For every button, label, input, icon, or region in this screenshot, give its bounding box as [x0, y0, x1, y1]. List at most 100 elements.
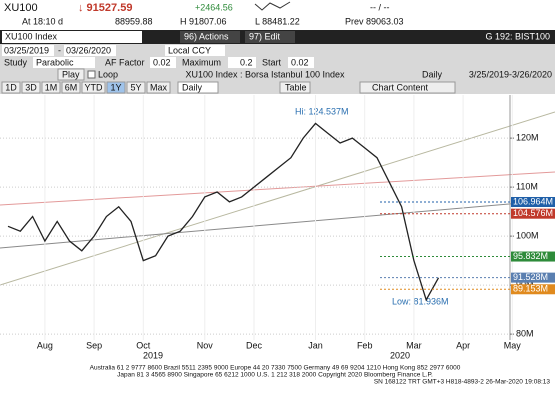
af-label: AF Factor — [105, 57, 145, 67]
x-tick-label: Aug — [37, 340, 53, 350]
x-tick-label: Dec — [246, 340, 263, 350]
frequency: Daily — [182, 82, 203, 92]
y-tick-label: 80M — [516, 328, 534, 338]
annotation-low: Low: 81.936M — [392, 296, 449, 306]
x-tick-label: Oct — [136, 340, 151, 350]
play-button[interactable] — [57, 68, 85, 81]
price-tag-label: 89.153M — [513, 284, 548, 294]
low: L 88481.22 — [255, 16, 300, 26]
price-tag — [511, 251, 555, 262]
currency: Local CCY — [168, 45, 211, 55]
loop: Loop — [98, 69, 118, 79]
max-input[interactable] — [228, 57, 256, 68]
start-date: 03/25/2019 — [4, 45, 49, 55]
x-tick-label: Sep — [86, 340, 102, 350]
edit: 97) Edit — [249, 31, 281, 41]
annotation-high: Hi: 124.537M — [295, 106, 349, 116]
af-input[interactable] — [150, 57, 176, 68]
trendline — [0, 199, 555, 249]
period-range: 3/25/2019-3/26/2020 — [469, 69, 552, 79]
range-button[interactable] — [126, 81, 146, 94]
range-button[interactable] — [61, 81, 81, 94]
sparkline — [254, 1, 291, 11]
start-label: Start — [262, 57, 282, 67]
y-tick-label: 120M — [516, 132, 539, 142]
edit-button[interactable] — [245, 31, 295, 43]
change: +2464.56 — [195, 2, 233, 12]
price-tag — [511, 284, 555, 295]
year-label: 2019 — [143, 350, 163, 360]
x-tick-label: Mar — [406, 340, 422, 350]
play: Play — [62, 69, 80, 79]
range-label: YTD — [85, 82, 104, 92]
price-tag-label: 91.528M — [513, 272, 548, 282]
max-label: Maximum — [182, 57, 221, 67]
range-label: 5Y — [130, 82, 141, 92]
range-label: 3D — [25, 82, 37, 92]
x-tick-label: Apr — [456, 340, 470, 350]
currency-select[interactable] — [165, 45, 225, 56]
range-button[interactable] — [1, 81, 21, 94]
price-tag-label: 95.832M — [513, 251, 548, 261]
price-line — [7, 122, 440, 302]
security: XU100 Index — [5, 31, 58, 41]
x-tick-label: Feb — [357, 340, 373, 350]
year-label: 2020 — [390, 350, 410, 360]
ticker: XU100 — [4, 2, 38, 14]
start-date-input[interactable] — [2, 45, 54, 56]
period: Daily — [422, 69, 443, 79]
range-label: 6M — [65, 82, 78, 92]
price-tag-label: 106.964M — [513, 196, 553, 206]
prev: Prev 89063.03 — [345, 16, 404, 26]
range-button[interactable] — [21, 81, 41, 94]
start-input[interactable] — [288, 57, 314, 68]
chart-bg — [0, 95, 555, 363]
range-button[interactable] — [146, 81, 171, 94]
table-button[interactable] — [279, 81, 311, 94]
study-label: Study — [4, 57, 28, 67]
chart-content-button[interactable] — [359, 81, 456, 94]
chart-content: Chart Content — [372, 82, 429, 92]
range-label: 1D — [5, 82, 17, 92]
frequency-select[interactable] — [177, 81, 219, 94]
range-button[interactable] — [106, 81, 126, 94]
trendline — [0, 171, 555, 206]
footer-bg — [0, 363, 555, 400]
quote-bg — [0, 0, 555, 30]
y-tick-label: 110M — [516, 181, 538, 191]
security-input[interactable] — [2, 31, 142, 43]
range-button[interactable] — [81, 81, 106, 94]
study: Parabolic — [36, 57, 74, 67]
end-date: 03/26/2020 — [66, 45, 111, 55]
trendline — [0, 111, 555, 286]
y-tick-label: 100M — [516, 230, 539, 240]
start: 0.02 — [291, 57, 309, 67]
high: H 91807.06 — [180, 16, 227, 26]
loop-checkbox[interactable] — [87, 70, 96, 79]
price-tag — [511, 196, 555, 207]
range-label: 1Y — [110, 82, 121, 92]
description: XU100 Index : Borsa Istanbul 100 Index — [185, 69, 345, 79]
af: 0.02 — [153, 57, 171, 67]
open: 88959.88 — [115, 16, 153, 26]
dash: - — [58, 45, 61, 55]
range-button[interactable] — [41, 81, 61, 94]
price-tag — [511, 208, 555, 219]
range-label: Max — [150, 82, 168, 92]
end-date-input[interactable] — [64, 45, 116, 56]
max: 0.2 — [240, 57, 253, 67]
range: -- / -- — [370, 2, 390, 12]
x-tick-label: Nov — [197, 340, 214, 350]
price-tag — [511, 272, 555, 283]
footer-line: Japan 81 3 4565 8900 Singapore 65 6212 1… — [117, 372, 433, 379]
x-tick-label: Jan — [308, 340, 323, 350]
range-label: 1M — [45, 82, 58, 92]
group: G 192: BIST100 — [485, 31, 550, 41]
last: ↓ 91527.59 — [78, 2, 132, 14]
actions-button[interactable] — [180, 31, 240, 43]
study-select[interactable] — [33, 57, 95, 68]
footer-line: SN 168122 TRT GMT+3 H818-4893-2 26-Mar-2… — [374, 379, 551, 386]
time: At 18:10 d — [22, 16, 63, 26]
